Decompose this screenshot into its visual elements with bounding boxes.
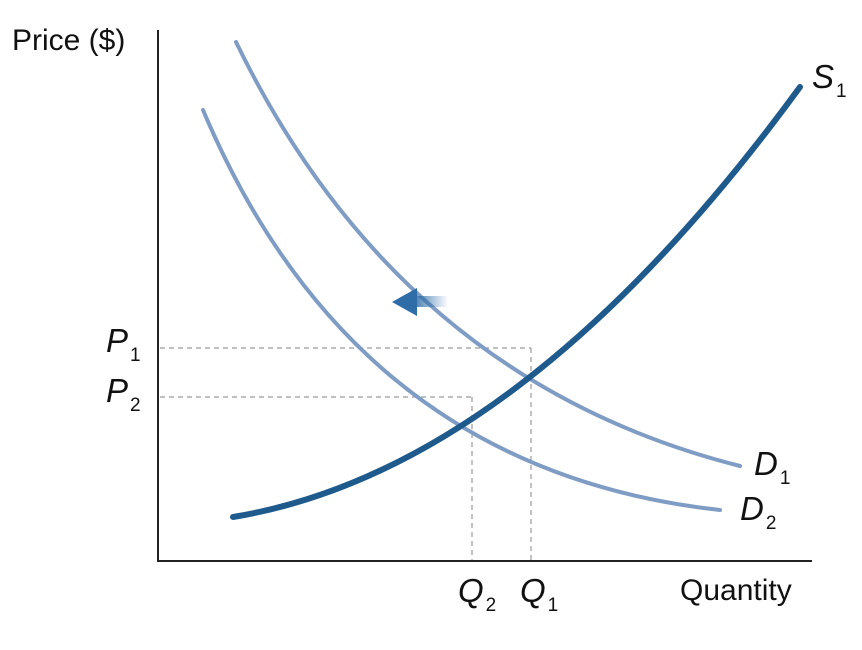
x-axis-title: Quantity bbox=[680, 574, 792, 607]
price-p1-letter: P bbox=[106, 322, 129, 359]
quantity-q2-letter: Q bbox=[458, 572, 484, 609]
price-p2-letter: P bbox=[106, 372, 129, 409]
demand-shift-arrow bbox=[392, 288, 448, 316]
quantity-q1-subscript: 1 bbox=[547, 595, 559, 616]
quantity-q1-letter: Q bbox=[520, 572, 546, 609]
demand-curve-d2 bbox=[201, 108, 722, 512]
demand-curve-d1 bbox=[234, 40, 742, 468]
demand-d2-label-subscript: 2 bbox=[765, 513, 777, 534]
supply-label-subscript: 1 bbox=[836, 81, 847, 102]
price-p1-subscript: 1 bbox=[130, 345, 141, 366]
demand-d1-label-letter: D bbox=[754, 445, 778, 482]
quantity-q2-subscript: 2 bbox=[485, 595, 497, 616]
supply-curve-s1 bbox=[230, 84, 803, 520]
supply-label-letter: S bbox=[812, 58, 835, 95]
demand-d1-label-subscript: 1 bbox=[779, 468, 791, 489]
y-axis-title: Price ($) bbox=[12, 24, 126, 57]
demand-d2-label-letter: D bbox=[740, 490, 764, 527]
price-p2-subscript: 2 bbox=[130, 395, 141, 416]
